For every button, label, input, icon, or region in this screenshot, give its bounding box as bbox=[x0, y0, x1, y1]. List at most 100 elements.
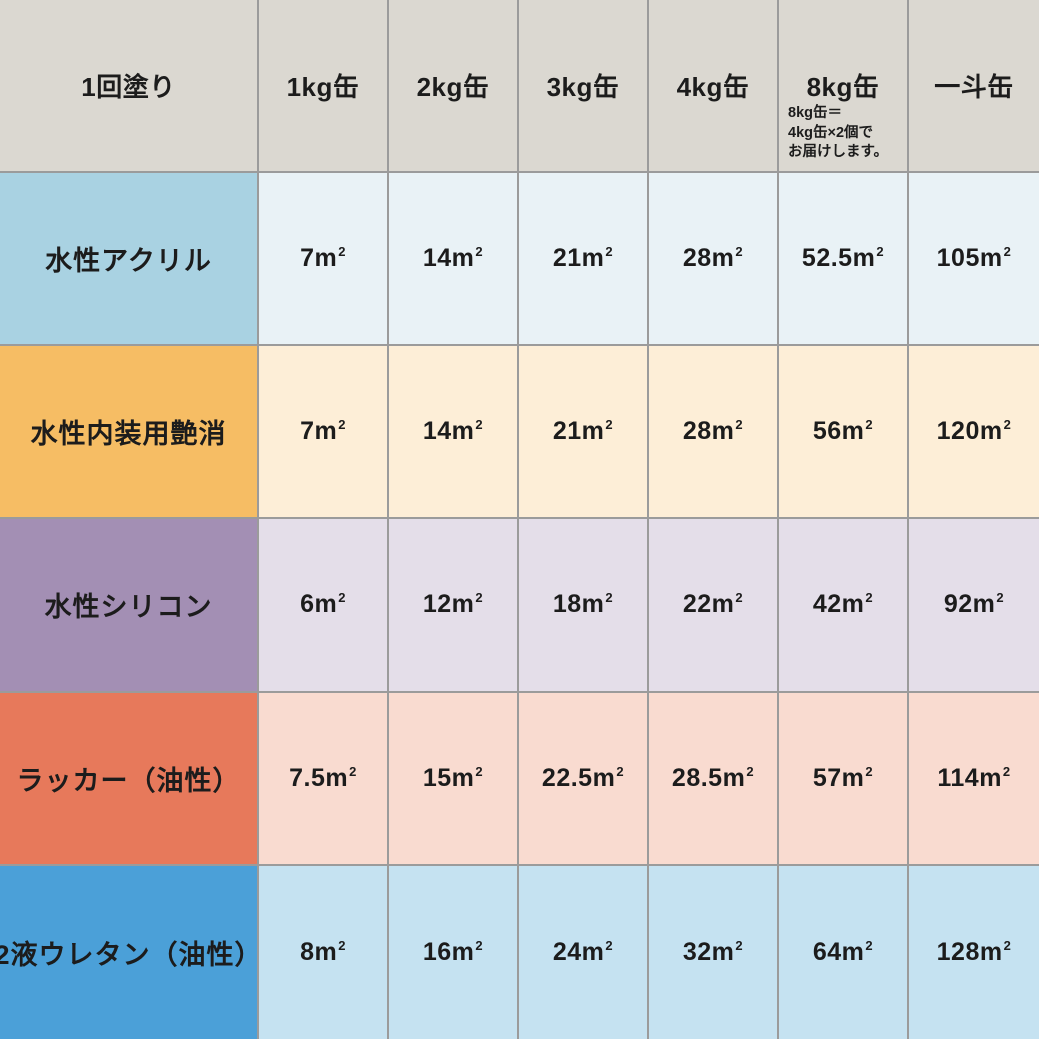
row-label-text: 水性内装用艶消 bbox=[30, 419, 227, 450]
row-label-text: ラッカー（油性） bbox=[16, 765, 241, 796]
column-header-1kg缶: 1kg缶 bbox=[259, 0, 389, 173]
square-meter-exponent: 2 bbox=[865, 590, 874, 606]
coverage-value: 22 bbox=[682, 590, 712, 619]
square-meter-unit: m2 bbox=[451, 763, 484, 792]
coverage-value: 7 bbox=[300, 417, 315, 446]
square-meter-unit: m2 bbox=[314, 590, 346, 619]
coverage-cell: 21 m2 bbox=[519, 346, 649, 520]
row-label-水性シリコン: 水性シリコン bbox=[0, 519, 259, 693]
square-meter-unit: m2 bbox=[581, 590, 614, 619]
square-meter-unit: m2 bbox=[314, 244, 346, 273]
square-meter-exponent: 2 bbox=[1003, 417, 1012, 433]
row-label-text: 2液ウレタン（油性） bbox=[0, 939, 263, 970]
square-meter-exponent: 2 bbox=[735, 937, 744, 953]
coverage-value: 14 bbox=[422, 417, 452, 446]
coverage-value: 114 bbox=[937, 763, 980, 792]
square-meter-unit: m2 bbox=[841, 417, 874, 446]
square-meter-unit: m2 bbox=[979, 244, 1012, 273]
row-label-text: 水性シリコン bbox=[44, 592, 213, 623]
square-meter-exponent: 2 bbox=[605, 590, 614, 606]
square-meter-exponent: 2 bbox=[616, 763, 625, 779]
corner-header-label: 1回塗り bbox=[0, 0, 259, 173]
square-meter-exponent: 2 bbox=[735, 244, 744, 260]
square-meter-unit: m2 bbox=[711, 417, 744, 446]
square-meter-unit: m2 bbox=[979, 417, 1012, 446]
square-meter-exponent: 2 bbox=[475, 244, 484, 260]
coverage-value: 42 bbox=[812, 590, 842, 619]
coverage-value: 28.5 bbox=[671, 763, 723, 792]
coverage-value: 92 bbox=[943, 590, 973, 619]
coverage-value: 18 bbox=[552, 590, 582, 619]
column-header-3kg缶: 3kg缶 bbox=[519, 0, 649, 173]
coverage-value: 128 bbox=[936, 937, 980, 966]
coverage-cell: 57 m2 bbox=[779, 692, 909, 866]
coverage-cell: 32 m2 bbox=[649, 865, 779, 1039]
coverage-value: 52.5 bbox=[801, 244, 853, 273]
coverage-value: 12 bbox=[422, 590, 452, 619]
square-meter-exponent: 2 bbox=[865, 417, 874, 433]
square-meter-exponent: 2 bbox=[605, 417, 614, 433]
square-meter-exponent: 2 bbox=[338, 590, 346, 606]
row-label-水性アクリル: 水性アクリル bbox=[0, 173, 259, 347]
column-header-text: 2kg缶 bbox=[416, 72, 490, 102]
square-meter-exponent: 2 bbox=[865, 763, 874, 779]
coverage-cell: 56 m2 bbox=[779, 346, 909, 520]
square-meter-unit: m2 bbox=[841, 763, 874, 792]
square-meter-unit: m2 bbox=[581, 244, 614, 273]
coverage-cell: 15 m2 bbox=[389, 692, 519, 866]
square-meter-unit: m2 bbox=[841, 590, 874, 619]
coverage-value: 64 bbox=[812, 937, 842, 966]
square-meter-exponent: 2 bbox=[475, 590, 484, 606]
coverage-value: 28 bbox=[682, 244, 712, 273]
coverage-cell: 120 m2 bbox=[909, 346, 1039, 520]
square-meter-exponent: 2 bbox=[1003, 244, 1012, 260]
coverage-cell: 42 m2 bbox=[779, 519, 909, 693]
coverage-cell: 28 m2 bbox=[649, 173, 779, 347]
column-header-4kg缶: 4kg缶 bbox=[649, 0, 779, 173]
square-meter-unit: m2 bbox=[451, 937, 484, 966]
coverage-cell: 28.5 m2 bbox=[649, 692, 779, 866]
coverage-value: 24 bbox=[552, 937, 582, 966]
coverage-value: 7.5 bbox=[289, 763, 326, 792]
square-meter-exponent: 2 bbox=[876, 244, 885, 260]
column-header-text: 4kg缶 bbox=[676, 72, 750, 102]
coverage-cell: 14 m2 bbox=[389, 173, 519, 347]
can-size-note-line: お届けします。 bbox=[788, 143, 889, 160]
coverage-cell: 22 m2 bbox=[649, 519, 779, 693]
square-meter-unit: m2 bbox=[451, 417, 484, 446]
coverage-value: 8 bbox=[300, 937, 315, 966]
square-meter-unit: m2 bbox=[979, 763, 1011, 792]
square-meter-unit: m2 bbox=[581, 937, 614, 966]
column-header-text: 8kg缶 bbox=[806, 72, 880, 102]
square-meter-exponent: 2 bbox=[1003, 937, 1012, 953]
row-label-2液ウレタン（油性）: 2液ウレタン（油性） bbox=[0, 865, 262, 1039]
square-meter-exponent: 2 bbox=[746, 763, 755, 779]
coverage-cell: 18 m2 bbox=[519, 519, 649, 693]
square-meter-exponent: 2 bbox=[735, 590, 744, 606]
square-meter-exponent: 2 bbox=[475, 937, 484, 953]
coverage-cell: 7.5 m2 bbox=[259, 692, 389, 866]
coverage-cell: 64 m2 bbox=[779, 865, 909, 1039]
coverage-cell: 6 m2 bbox=[259, 519, 389, 693]
coverage-value: 120 bbox=[936, 417, 980, 446]
coverage-cell: 21 m2 bbox=[519, 173, 649, 347]
square-meter-unit: m2 bbox=[711, 590, 744, 619]
coverage-value: 28 bbox=[682, 417, 712, 446]
square-meter-unit: m2 bbox=[711, 937, 744, 966]
coverage-cell: 22.5 m2 bbox=[519, 692, 649, 866]
coverage-cell: 24 m2 bbox=[519, 865, 649, 1039]
coverage-value: 15 bbox=[422, 763, 452, 792]
square-meter-unit: m2 bbox=[852, 244, 885, 273]
coverage-cell: 16 m2 bbox=[389, 865, 519, 1039]
coverage-cell: 105 m2 bbox=[909, 173, 1039, 347]
row-label-text: 水性アクリル bbox=[45, 246, 212, 277]
coverage-cell: 92 m2 bbox=[909, 519, 1039, 693]
coverage-value: 32 bbox=[682, 937, 712, 966]
square-meter-exponent: 2 bbox=[475, 417, 484, 433]
column-header-text: 一斗缶 bbox=[934, 72, 1014, 102]
square-meter-exponent: 2 bbox=[735, 417, 744, 433]
column-header-text: 1kg缶 bbox=[286, 72, 360, 102]
square-meter-exponent: 2 bbox=[605, 244, 614, 260]
coverage-cell: 12 m2 bbox=[389, 519, 519, 693]
